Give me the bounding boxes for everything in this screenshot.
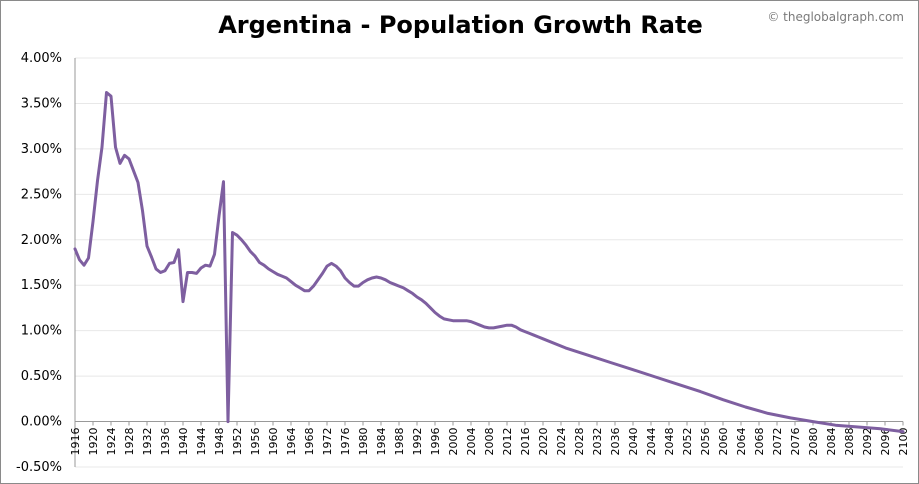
- x-tick-label: 2044: [645, 428, 658, 456]
- x-tick-label: 2068: [753, 428, 766, 456]
- y-tick-label: 0.50%: [21, 369, 62, 384]
- y-tick-label: -0.50%: [16, 460, 62, 475]
- x-tick-label: 1964: [285, 428, 298, 456]
- x-tick-label: 1988: [393, 428, 406, 456]
- y-tick-label: 1.50%: [21, 278, 62, 293]
- x-tick-label: 2036: [609, 428, 622, 456]
- watermark-text: © theglobalgraph.com: [767, 10, 904, 24]
- x-tick-label: 2052: [681, 428, 694, 456]
- x-tick-label: 2028: [573, 428, 586, 456]
- growth-rate-line: [73, 91, 905, 434]
- x-tick-label: 2076: [789, 428, 802, 456]
- x-tick-label: 2060: [717, 428, 730, 456]
- x-tick-label: 1944: [195, 428, 208, 456]
- y-tick-label: 0.00%: [21, 415, 62, 430]
- x-tick-label: 1948: [213, 428, 226, 456]
- x-tick-label: 1996: [429, 428, 442, 456]
- y-tick-label: 3.50%: [21, 96, 62, 111]
- x-tick-label: 2016: [519, 428, 532, 456]
- x-tick-label: 2012: [501, 428, 514, 456]
- x-tick-label: 1976: [339, 428, 352, 456]
- x-tick-label: 2032: [591, 428, 604, 456]
- x-tick-label: 1936: [159, 428, 172, 456]
- y-tick-label: 3.00%: [21, 142, 62, 157]
- x-tick-label: 2092: [861, 428, 874, 456]
- x-tick-label: 2048: [663, 428, 676, 456]
- x-tick-label: 2000: [447, 428, 460, 456]
- x-tick-label: 1972: [321, 428, 334, 456]
- x-tick-label: 2008: [483, 428, 496, 456]
- y-tick-label: 2.50%: [21, 187, 62, 202]
- x-tick-label: 2100: [897, 428, 910, 456]
- x-tick-label: 1960: [267, 428, 280, 456]
- x-tick-label: 2064: [735, 428, 748, 456]
- x-tick-label: 1952: [231, 428, 244, 456]
- x-tick-label: 1916: [69, 428, 82, 456]
- x-tick-label: 1940: [177, 428, 190, 456]
- x-tick-label: 2080: [807, 428, 820, 456]
- x-tick-label: 1992: [411, 428, 424, 456]
- x-tick-label: 2072: [771, 428, 784, 456]
- x-tick-label: 2096: [879, 428, 892, 456]
- x-tick-label: 1924: [105, 428, 118, 456]
- x-tick-label: 1956: [249, 428, 262, 456]
- y-tick-label: 4.00%: [21, 51, 62, 66]
- chart-title: Argentina - Population Growth Rate: [218, 11, 703, 39]
- x-tick-label: 2056: [699, 428, 712, 456]
- x-tick-label: 1928: [123, 428, 136, 456]
- x-tick-label: 1984: [375, 428, 388, 456]
- x-tick-label: 2040: [627, 428, 640, 456]
- x-tick-label: 1968: [303, 428, 316, 456]
- x-tick-label: 2024: [555, 428, 568, 456]
- x-tick-label: 1932: [141, 428, 154, 456]
- x-tick-label: 2004: [465, 428, 478, 456]
- x-tick-label: 2020: [537, 428, 550, 456]
- x-tick-label: 1980: [357, 428, 370, 456]
- x-tick-label: 1920: [87, 428, 100, 456]
- y-tick-label: 1.00%: [21, 324, 62, 339]
- x-tick-label: 2088: [843, 428, 856, 456]
- x-tick-label: 2084: [825, 428, 838, 456]
- y-tick-label: 2.00%: [21, 233, 62, 248]
